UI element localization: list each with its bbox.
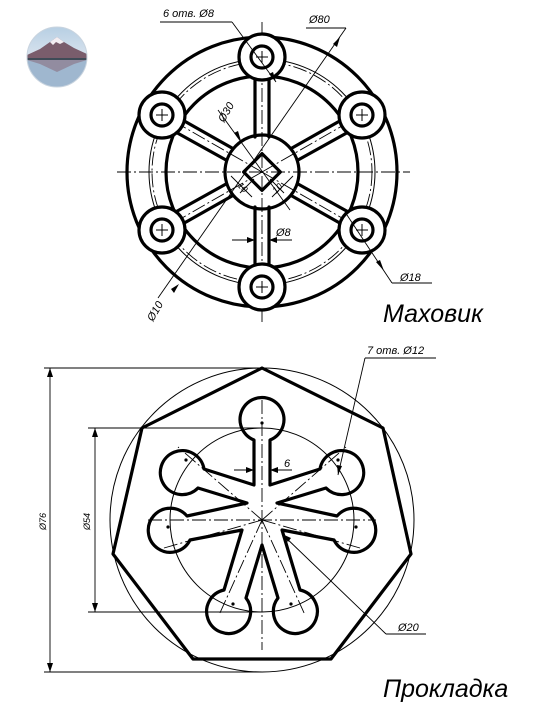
flywheel-title: Маховик	[383, 300, 484, 328]
dim-gasket-slot-text: 6	[284, 458, 291, 470]
dim-flywheel-outer-text: Ø80	[308, 14, 331, 26]
dim-flywheel-hub-text: Ø30	[216, 100, 238, 126]
dim-flywheel-bore: Ø10	[145, 284, 179, 324]
gasket-title: Прокладка	[383, 675, 508, 703]
dim-gasket-holes: 7 отв. Ø12	[337, 345, 436, 475]
dim-gasket-pad: Ø20	[282, 534, 426, 634]
dim-flywheel-boss-text: Ø18	[399, 272, 422, 284]
dim-gasket-slot: 6	[234, 458, 292, 473]
landscape-thumbnail	[27, 27, 87, 87]
flywheel-drawing: 6 отв. Ø8 Ø80 Ø30 10 10	[117, 8, 484, 328]
dim-gasket-middle-text: Ø54	[82, 513, 92, 531]
dim-gasket-outer-text: Ø76	[38, 513, 48, 531]
dim-gasket-pad-text: Ø20	[397, 622, 420, 634]
dim-flywheel-holes-text: 6 отв. Ø8	[163, 8, 215, 20]
dim-flywheel-bore-text: Ø10	[145, 299, 167, 325]
dim-flywheel-spoke-text: Ø8	[275, 227, 292, 239]
dim-gasket-holes-text: 7 отв. Ø12	[367, 345, 424, 357]
gasket-drawing: Ø76 Ø54 6 7 отв. Ø12	[38, 345, 508, 703]
